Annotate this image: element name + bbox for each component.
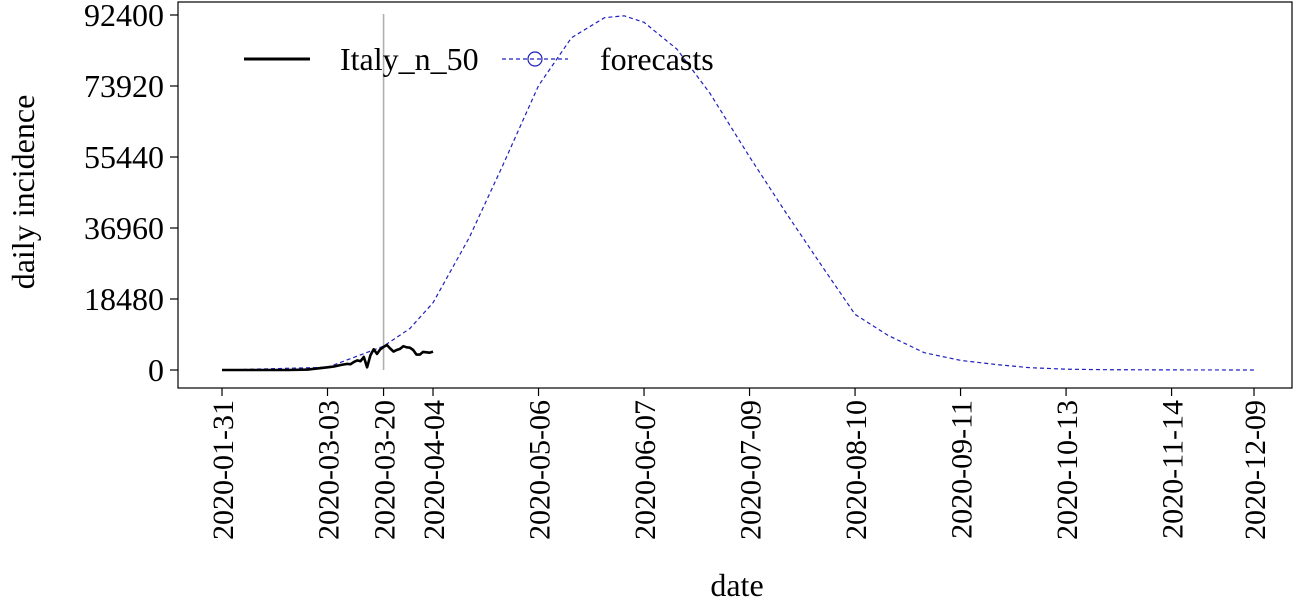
y-tick-label: 18480 [84,281,164,317]
x-axis: 2020-01-31 2020-03-03 2020-03-20 2020-04-04… [207,388,1272,540]
y-axis-title: daily incidence [5,95,41,290]
legend-marker-forecasts [527,51,543,67]
y-tick-label: 92400 [84,0,164,33]
x-tick-label: 2020-03-20 [369,400,402,540]
x-tick-label: 2020-10-13 [1051,400,1084,540]
y-tick-label: 73920 [84,68,164,104]
y-tick-label: 55440 [84,139,164,175]
x-tick-label: 2020-08-10 [840,400,873,540]
series-line-forecasts [221,15,1255,371]
x-tick-label: 2020-05-06 [524,400,557,540]
x-tick-label: 2020-11-14 [1157,400,1190,539]
series-layer [221,15,1255,372]
x-tick-label: 2020-01-31 [207,400,240,540]
x-tick-label: 2020-06-07 [629,400,662,540]
plot-frame [177,1,1293,389]
x-tick-label: 2020-03-03 [313,400,346,540]
y-tick-label: 0 [148,352,164,388]
x-tick-label: 2020-04-04 [418,400,451,540]
series-line-italy-n-50 [222,343,434,372]
y-tick-label: 36960 [84,210,164,246]
legend-label-forecasts: forecasts [600,41,714,77]
x-tick-label: 2020-09-11 [946,400,979,539]
legend-label-italy: Italy_n_50 [340,41,479,77]
x-tick-label: 2020-12-09 [1239,400,1272,540]
y-axis: 0 18480 36960 55440 73920 92400 [84,0,178,388]
x-axis-title: date [710,567,763,600]
x-tick-label: 2020-07-09 [735,400,768,540]
legend: Italy_n_50 forecasts [244,41,714,77]
